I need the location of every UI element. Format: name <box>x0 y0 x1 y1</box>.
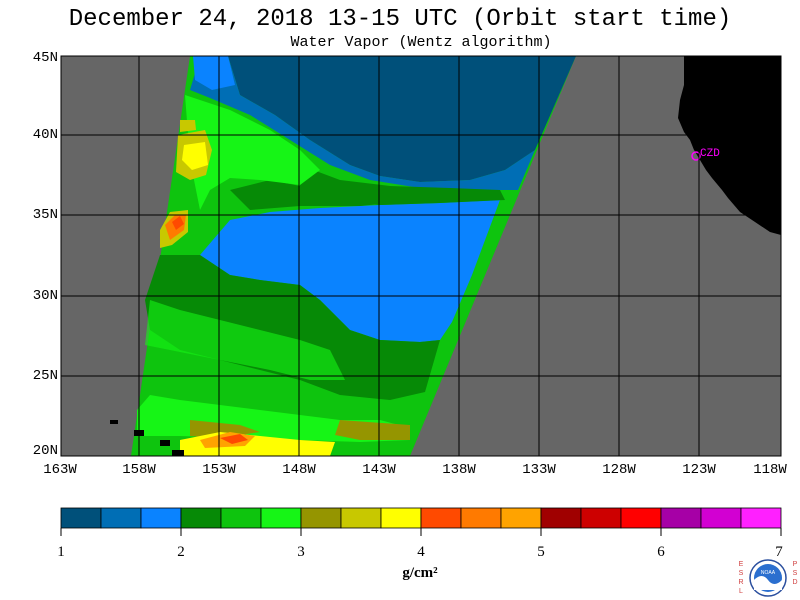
logo-right-letter: P <box>793 561 798 568</box>
colorbar-swatch <box>660 507 702 529</box>
land-area <box>678 56 781 235</box>
colorbar-tick: 6 <box>657 544 665 560</box>
logo-left-letter: S <box>739 570 744 577</box>
lon-label-148w: 148W <box>282 462 316 478</box>
map-subtitle: Water Vapor (Wentz algorithm) <box>290 34 552 51</box>
colorbar-swatch <box>220 507 262 529</box>
logo-center-text: NOAA <box>761 570 776 576</box>
colorbar-swatch <box>460 507 502 529</box>
island <box>172 450 184 456</box>
map-title: December 24, 2018 13-15 UTC (Orbit start… <box>68 6 732 33</box>
colorbar-swatch <box>260 507 302 529</box>
colorbar-swatch <box>300 507 342 529</box>
station-marker <box>691 151 701 161</box>
lon-label-118w: 118W <box>753 462 787 478</box>
lat-label-30n: 30N <box>32 288 58 304</box>
colorbar <box>60 507 782 536</box>
blue-region <box>200 200 500 342</box>
colorbar-tick: 2 <box>177 544 185 560</box>
colorbar-units: g/cm² <box>402 565 438 581</box>
colorbar-swatch <box>340 507 382 529</box>
colorbar-tick: 1 <box>57 544 65 560</box>
lat-label-35n: 35N <box>32 207 58 223</box>
logo-left-letter: E <box>739 561 744 568</box>
lon-label-138w: 138W <box>442 462 476 478</box>
lat-label-25n: 25N <box>32 368 58 384</box>
logo-right-letter: S <box>793 570 798 577</box>
colorbar-swatch <box>500 507 542 529</box>
island <box>160 440 170 446</box>
lon-label-163w: 163W <box>43 462 77 478</box>
colorbar-swatch <box>700 507 742 529</box>
colorbar-swatch <box>420 507 462 529</box>
graticule <box>61 56 781 456</box>
lat-label-40n: 40N <box>32 127 58 143</box>
colorbar-swatch <box>580 507 622 529</box>
colorbar-tick: 5 <box>537 544 545 560</box>
colorbar-swatch <box>380 507 422 529</box>
colorbar-swatch <box>60 507 102 529</box>
colorbar-swatch <box>620 507 662 529</box>
colorbar-swatch <box>540 507 582 529</box>
logo-right-letter: D <box>792 579 797 586</box>
lon-label-153w: 153W <box>202 462 236 478</box>
colorbar-swatch <box>740 507 782 529</box>
lon-label-158w: 158W <box>122 462 156 478</box>
lon-label-133w: 133W <box>522 462 556 478</box>
lon-label-128w: 128W <box>602 462 636 478</box>
dark-blue-region <box>228 56 576 182</box>
colorbar-swatch <box>140 507 182 529</box>
station-label: CZD <box>700 148 720 160</box>
colorbar-swatch <box>100 507 142 529</box>
lon-label-143w: 143W <box>362 462 396 478</box>
logo-left-letter: R <box>738 579 743 586</box>
colorbar-tick: 3 <box>297 544 305 560</box>
colorbar-swatch <box>180 507 222 529</box>
lat-label-20n: 20N <box>32 443 58 459</box>
lat-label-45n: 45N <box>32 50 58 66</box>
colorbar-tick: 4 <box>417 544 425 560</box>
island <box>110 420 118 424</box>
map-frame <box>60 55 782 457</box>
colorbar-tick: 7 <box>775 544 783 560</box>
logo-left-letter: L <box>739 588 743 595</box>
lon-label-123w: 123W <box>682 462 716 478</box>
